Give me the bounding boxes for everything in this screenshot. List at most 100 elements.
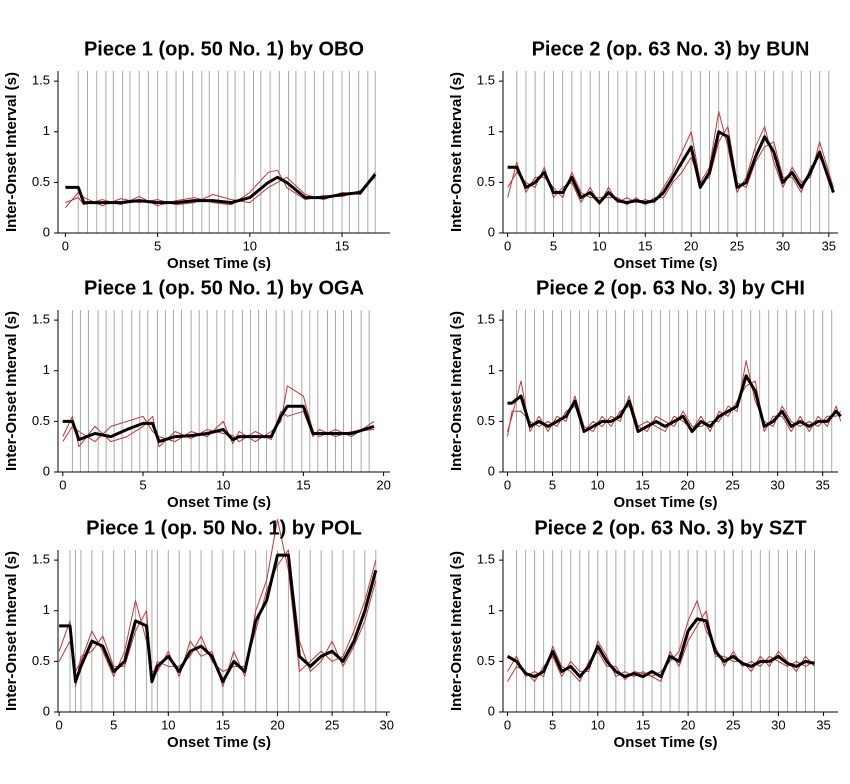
panel: 0 5 10 15 20 25 30 35 0 0.5 1 1.5 Piece 2 (op. 63 No…: [448, 277, 842, 511]
y-tick-label: 1: [43, 123, 50, 138]
trial-line: [58, 519, 377, 688]
chart-title: Piece 2 (op. 63 No. 3) by SZT: [534, 517, 806, 539]
x-tick-label: 0: [504, 238, 511, 253]
y-tick-label: 0.5: [32, 653, 50, 668]
x-tick-label: 20: [376, 477, 390, 492]
x-tick-label: 15: [216, 717, 230, 732]
y-tick-label: 1.5: [32, 73, 50, 88]
y-tick-label: 0.5: [32, 174, 50, 189]
panel: 0 5 10 15 20 0 0.5 1 1.5 Piece 1 (op. 50 No. 1) b…: [3, 277, 391, 511]
chart-title: Piece 2 (op. 63 No. 3) by CHI: [536, 277, 805, 299]
x-tick-label: 35: [815, 477, 829, 492]
y-tick-label: 1: [43, 602, 50, 617]
x-tick-label: 10: [243, 238, 257, 253]
y-axis-label: Inter-Onset Interval (s): [3, 72, 20, 232]
x-tick-label: 30: [776, 238, 790, 253]
x-axis-label: Onset Time (s): [167, 494, 271, 511]
x-tick-label: 20: [270, 717, 284, 732]
x-tick-label: 10: [591, 717, 605, 732]
chart-title: Piece 1 (op. 50 No. 1) by OBO: [84, 38, 364, 60]
y-axis-label: Inter-Onset Interval (s): [3, 551, 20, 711]
mean-line: [62, 404, 375, 444]
x-tick-label: 30: [379, 717, 393, 732]
y-tick-label: 0.5: [477, 413, 495, 428]
y-tick-label: 1.5: [477, 73, 495, 88]
y-tick-label: 0: [43, 703, 50, 718]
chart-title: Piece 1 (op. 50 No. 1) by POL: [86, 517, 362, 539]
panel: 0 5 10 15 20 25 30 0 0.5 1 1.5 Piece 1 (op. 50 No. …: [3, 517, 394, 751]
x-tick-label: 10: [161, 717, 175, 732]
y-tick-label: 1: [488, 123, 495, 138]
x-tick-label: 5: [154, 238, 161, 253]
trial-line: [62, 410, 375, 448]
x-tick-label: 25: [325, 717, 339, 732]
y-tick-label: 0.5: [477, 653, 495, 668]
mean-line: [59, 553, 378, 684]
x-tick-label: 20: [681, 717, 695, 732]
trial-line: [58, 549, 377, 688]
x-tick-label: 5: [549, 477, 556, 492]
y-axis-label: Inter-Onset Interval (s): [448, 551, 465, 711]
y-tick-label: 1.5: [477, 312, 495, 327]
x-tick-label: 5: [110, 717, 117, 732]
mean-line: [507, 374, 842, 433]
trial-line: [507, 610, 815, 683]
trial-line: [507, 600, 815, 683]
x-axis-label: Onset Time (s): [614, 494, 718, 511]
y-tick-label: 1: [488, 362, 495, 377]
x-tick-label: 35: [822, 238, 836, 253]
x-axis-label: Onset Time (s): [167, 255, 271, 272]
x-axis-label: Onset Time (s): [167, 734, 271, 751]
trial-line: [507, 111, 834, 206]
y-axis-label: Inter-Onset Interval (s): [448, 72, 465, 232]
y-tick-label: 1: [43, 362, 50, 377]
panel: 0 5 10 15 20 25 30 35 0 0.5 1 1.5 Piece 2 (op. 63 No…: [448, 517, 838, 751]
x-tick-label: 30: [770, 477, 784, 492]
y-tick-label: 1.5: [32, 312, 50, 327]
y-tick-label: 0: [488, 703, 495, 718]
x-tick-label: 15: [335, 238, 349, 253]
trial-line: [507, 380, 842, 437]
x-tick-label: 20: [684, 238, 698, 253]
x-tick-label: 25: [725, 477, 739, 492]
panel: 0 5 10 15 20 25 30 35 0 0.5 1 1.5 Piece 2 (op. 63 No…: [448, 38, 838, 272]
x-tick-label: 15: [635, 477, 649, 492]
y-tick-label: 1.5: [32, 552, 50, 567]
panel: 0 5 10 15 0 0.5 1 1.5 Piece 1 (op. 50 No. 1) by …: [3, 38, 390, 272]
x-tick-label: 15: [296, 477, 310, 492]
x-tick-label: 0: [59, 477, 66, 492]
y-tick-label: 1.5: [477, 552, 495, 567]
x-tick-label: 15: [636, 717, 650, 732]
x-tick-label: 20: [680, 477, 694, 492]
x-axis-label: Onset Time (s): [614, 255, 718, 272]
y-tick-label: 0: [43, 463, 50, 478]
x-tick-label: 0: [504, 477, 511, 492]
x-tick-label: 0: [504, 717, 511, 732]
x-tick-label: 10: [216, 477, 230, 492]
y-tick-label: 1: [488, 602, 495, 617]
y-tick-label: 0: [488, 224, 495, 239]
y-axis-label: Inter-Onset Interval (s): [3, 311, 20, 471]
y-tick-label: 0: [43, 224, 50, 239]
mean-line: [507, 130, 835, 205]
y-tick-label: 0: [488, 463, 495, 478]
mean-line: [506, 617, 815, 679]
x-tick-label: 0: [62, 238, 69, 253]
mean-line: [65, 173, 377, 205]
x-tick-label: 30: [771, 717, 785, 732]
x-tick-label: 35: [816, 717, 830, 732]
y-axis-label: Inter-Onset Interval (s): [448, 311, 465, 471]
x-tick-label: 25: [726, 717, 740, 732]
x-tick-label: 25: [730, 238, 744, 253]
y-tick-label: 0.5: [477, 174, 495, 189]
trial-line: [507, 126, 834, 206]
x-tick-label: 5: [549, 717, 556, 732]
chart-title: Piece 2 (op. 63 No. 3) by BUN: [532, 38, 810, 60]
x-axis-label: Onset Time (s): [614, 734, 718, 751]
x-tick-label: 0: [55, 717, 62, 732]
x-tick-label: 10: [592, 238, 606, 253]
x-tick-label: 10: [590, 477, 604, 492]
x-tick-label: 5: [139, 477, 146, 492]
y-tick-label: 0.5: [32, 413, 50, 428]
